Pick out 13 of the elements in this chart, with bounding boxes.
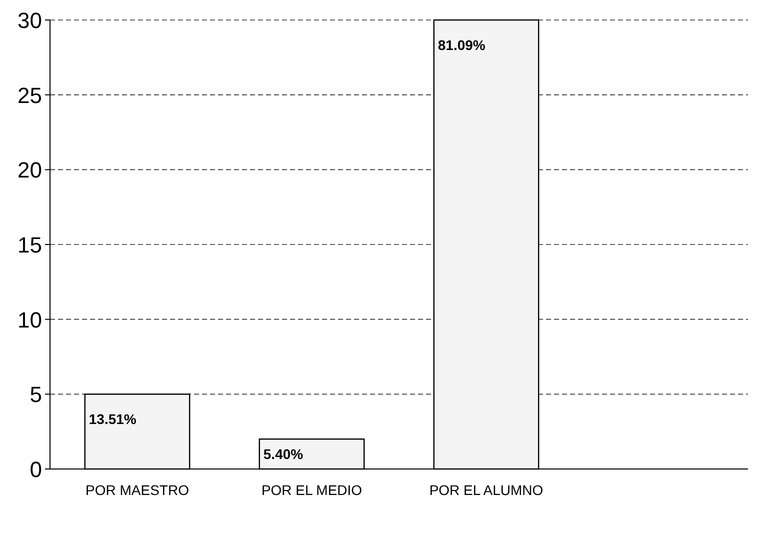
annotation: 5.40% (263, 446, 304, 462)
y-tick-label: 5 (30, 382, 42, 408)
x-tick-label: POR MAESTRO (86, 482, 190, 498)
y-tick-label: 0 (30, 457, 42, 482)
annotation: 13.51% (88, 411, 137, 428)
x-tick-label: POR EL ALUMNO (429, 482, 544, 498)
y-tick-label: 25 (18, 82, 42, 108)
annotation: 81.09% (438, 37, 486, 53)
x-tick-label: POR EL MEDIO (261, 482, 362, 498)
y-tick-label: 10 (18, 307, 42, 332)
y-tick-label: 15 (18, 232, 42, 258)
y-tick-label: 30 (18, 8, 42, 33)
y-tick-label: 20 (18, 158, 42, 183)
